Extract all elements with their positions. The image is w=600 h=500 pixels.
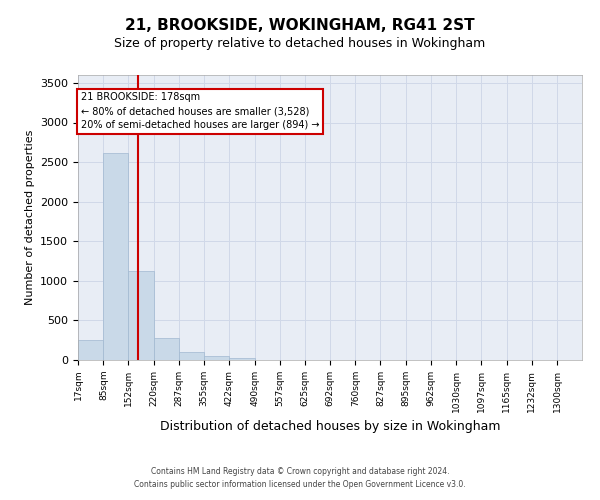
Bar — [204, 356, 229, 360]
Text: 21, BROOKSIDE, WOKINGHAM, RG41 2ST: 21, BROOKSIDE, WOKINGHAM, RG41 2ST — [125, 18, 475, 32]
Y-axis label: Number of detached properties: Number of detached properties — [25, 130, 35, 305]
Text: 21 BROOKSIDE: 178sqm
← 80% of detached houses are smaller (3,528)
20% of semi-de: 21 BROOKSIDE: 178sqm ← 80% of detached h… — [81, 92, 319, 130]
Text: Contains HM Land Registry data © Crown copyright and database right 2024.: Contains HM Land Registry data © Crown c… — [151, 467, 449, 476]
Text: Size of property relative to detached houses in Wokingham: Size of property relative to detached ho… — [115, 38, 485, 51]
Bar — [78, 340, 103, 360]
X-axis label: Distribution of detached houses by size in Wokingham: Distribution of detached houses by size … — [160, 420, 500, 433]
Bar — [229, 358, 254, 360]
Bar — [179, 352, 204, 360]
Bar — [103, 152, 128, 360]
Bar — [154, 338, 179, 360]
Bar — [128, 270, 154, 360]
Text: Contains public sector information licensed under the Open Government Licence v3: Contains public sector information licen… — [134, 480, 466, 489]
